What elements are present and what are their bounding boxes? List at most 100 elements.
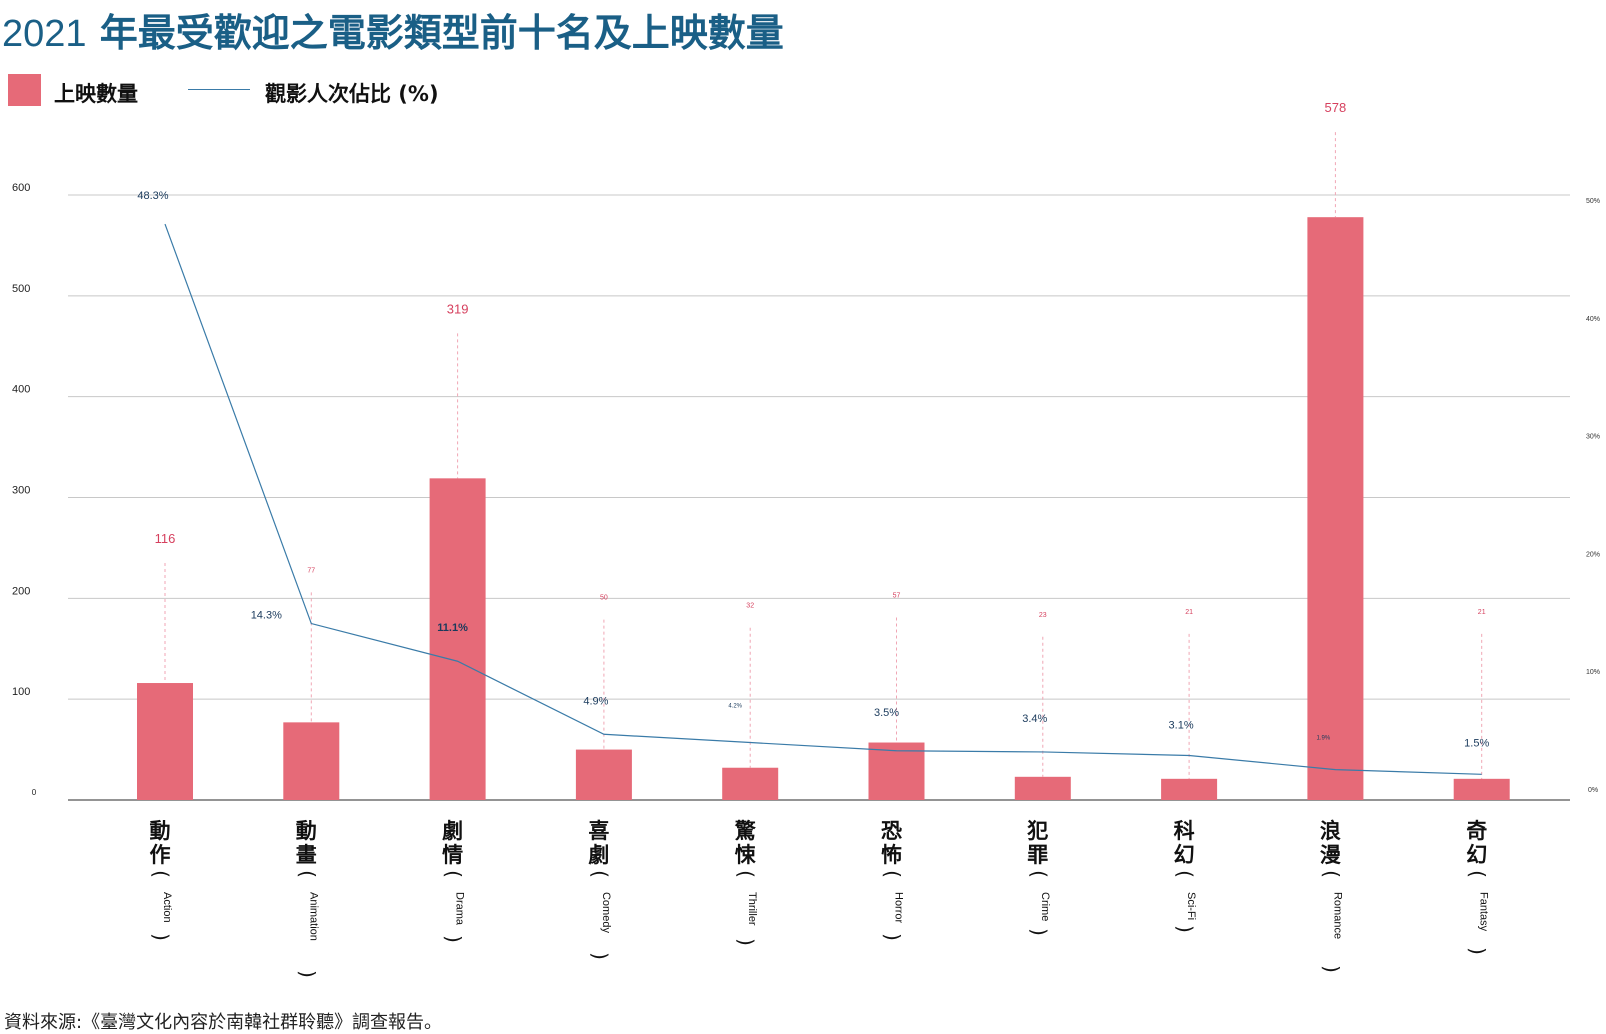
category-label-cn: 劇 [588, 843, 609, 867]
category-label-cn: 驚 [734, 819, 757, 843]
line-value-label: 4.2% [728, 704, 742, 710]
category-label-cn: 幻 [1174, 843, 1195, 867]
bar [1014, 776, 1071, 800]
category-label-en: Crime [1039, 892, 1051, 921]
line-value-label: 14.3% [251, 610, 282, 622]
legend-bar-swatch [8, 74, 41, 106]
y-right-tick-label: 0% [1588, 787, 1598, 794]
bar [137, 683, 193, 800]
chart-plot: 0 100 200 300 400 500 600 0% 10% 20% 30% 40% 50% 116 7… [12, 100, 1600, 978]
line-value-label: 48.3% [137, 190, 168, 202]
category-open-paren: ( [881, 870, 905, 878]
category-open-paren: ( [734, 870, 758, 878]
line-value-label: 4.9% [583, 695, 608, 707]
category-label-en: Animation [307, 892, 319, 941]
category-close-paren: ) [881, 933, 905, 941]
category-close-paren: ) [1319, 965, 1343, 973]
category-label-cn: 奇 [1466, 819, 1487, 843]
bar [722, 767, 779, 800]
category-close-paren: ) [734, 938, 758, 946]
category-label-cn: 科 [1174, 819, 1195, 843]
category-close-paren: ) [1027, 928, 1051, 936]
line-value-label: 3.1% [1169, 719, 1194, 731]
legend-line-swatch [188, 89, 250, 90]
category-close-paren: ) [442, 935, 466, 943]
line-value-label: 1.9% [1317, 736, 1331, 742]
category-label-cn: 畫 [296, 843, 317, 867]
category-label-cn: 漫 [1320, 843, 1341, 867]
legend-line-label: 觀影人次佔比 (%) [265, 82, 439, 106]
category-open-paren: ( [295, 870, 319, 878]
bar-value-label: 578 [1325, 100, 1347, 115]
category-label-cn: 動 [150, 819, 171, 843]
source-note: 資料來源:《臺灣文化內容於南韓社群聆聽》調查報告。 [4, 1012, 443, 1033]
category-open-paren: ( [1466, 870, 1490, 878]
category-label-en: Horror [893, 892, 905, 924]
bar [1307, 217, 1364, 800]
category-label-en: Comedy [600, 892, 612, 933]
category-label-en: Fantasy [1478, 892, 1490, 932]
y-left-tick-label: 100 [12, 686, 30, 698]
bar-value-label: 319 [447, 301, 469, 316]
category-open-paren: ( [588, 870, 612, 878]
y-right-tick-label: 50% [1586, 198, 1600, 205]
category-label-cn: 怖 [881, 843, 902, 867]
bar [868, 742, 925, 800]
bar-value-label: 21 [1478, 609, 1486, 616]
category-open-paren: ( [1173, 870, 1197, 878]
y-right-tick-label: 10% [1586, 669, 1600, 676]
category-label-cn: 幻 [1466, 843, 1487, 867]
bar-value-label: 77 [307, 567, 315, 574]
chart-title: 2021 年最受歡迎之電影類型前十名及上映數量 [2, 2, 784, 57]
category-label-cn: 劇 [442, 819, 463, 843]
category-label-cn: 喜 [588, 819, 609, 843]
title-year: 2021 [2, 13, 87, 55]
y-left-tick-label: 0 [32, 788, 37, 797]
y-right-tick-label: 20% [1586, 551, 1600, 558]
category-close-paren: ) [1466, 947, 1490, 955]
bar-value-label: 23 [1039, 612, 1047, 619]
line-value-label: 1.5% [1464, 737, 1489, 749]
y-left-tick-label: 300 [12, 485, 30, 497]
y-right-tick-label: 40% [1586, 316, 1600, 323]
category-close-paren: ) [295, 970, 319, 978]
category-label-cn: 犯 [1026, 819, 1048, 843]
legend-bar-label: 上映數量 [54, 82, 138, 106]
category-label-en: Thriller [746, 892, 758, 926]
category-open-paren: ( [149, 870, 173, 878]
bar [1161, 778, 1218, 800]
category-label-cn: 罪 [1027, 843, 1048, 867]
category-label-cn: 浪 [1320, 819, 1341, 843]
category-label-cn: 作 [150, 843, 171, 867]
category-open-paren: ( [1319, 870, 1343, 878]
y-right-tick-label: 30% [1586, 434, 1600, 441]
bar [575, 749, 632, 800]
bar-value-label: 21 [1185, 609, 1193, 616]
y-left-tick-label: 600 [12, 182, 30, 194]
category-open-paren: ( [442, 870, 466, 878]
category-label-en: Romance [1331, 892, 1343, 939]
category-label-cn: 動 [296, 819, 317, 843]
bar [283, 722, 340, 800]
category-label-en: Drama [454, 892, 466, 926]
bar-value-label: 116 [155, 531, 176, 546]
y-left-tick-label: 400 [12, 384, 30, 396]
y-left-tick-label: 200 [12, 585, 30, 597]
bar [429, 478, 486, 800]
category-close-paren: ) [588, 952, 612, 960]
category-open-paren: ( [1027, 870, 1051, 878]
line-series [164, 223, 1482, 775]
category-label-cn: 悚 [735, 843, 757, 867]
category-close-paren: ) [149, 933, 173, 941]
category-label-en: Sci-Fi [1185, 892, 1197, 920]
title-text: 年最受歡迎之電影類型前十名及上映數量 [86, 11, 784, 55]
category-label-cn: 情 [442, 843, 463, 867]
bar-value-label: 50 [600, 595, 608, 602]
category-label-cn: 恐 [881, 819, 902, 843]
category-close-paren: ) [1173, 925, 1197, 933]
line-value-label: 3.4% [1022, 713, 1047, 725]
bar [1453, 778, 1510, 800]
line-value-label: 11.1% [437, 622, 468, 634]
y-left-tick-label: 500 [12, 283, 30, 295]
bar-value-label: 57 [893, 593, 901, 600]
